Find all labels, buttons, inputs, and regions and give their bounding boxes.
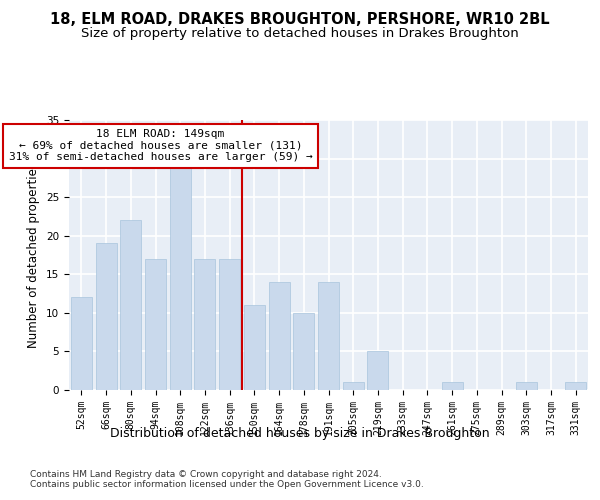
Y-axis label: Number of detached properties: Number of detached properties <box>28 162 40 348</box>
Bar <box>442 382 463 390</box>
Bar <box>71 298 92 390</box>
Bar <box>269 282 290 390</box>
Text: 18 ELM ROAD: 149sqm
← 69% of detached houses are smaller (131)
31% of semi-detac: 18 ELM ROAD: 149sqm ← 69% of detached ho… <box>8 130 313 162</box>
Bar <box>293 313 314 390</box>
Bar <box>318 282 339 390</box>
Bar <box>145 259 166 390</box>
Bar <box>343 382 364 390</box>
Bar <box>120 220 141 390</box>
Bar <box>516 382 537 390</box>
Text: Size of property relative to detached houses in Drakes Broughton: Size of property relative to detached ho… <box>81 28 519 40</box>
Bar <box>219 259 240 390</box>
Bar <box>367 352 388 390</box>
Bar <box>170 166 191 390</box>
Bar <box>95 244 116 390</box>
Bar <box>194 259 215 390</box>
Text: 18, ELM ROAD, DRAKES BROUGHTON, PERSHORE, WR10 2BL: 18, ELM ROAD, DRAKES BROUGHTON, PERSHORE… <box>50 12 550 28</box>
Bar <box>565 382 586 390</box>
Bar <box>244 305 265 390</box>
Text: Contains HM Land Registry data © Crown copyright and database right 2024.
Contai: Contains HM Land Registry data © Crown c… <box>30 470 424 490</box>
Text: Distribution of detached houses by size in Drakes Broughton: Distribution of detached houses by size … <box>110 428 490 440</box>
